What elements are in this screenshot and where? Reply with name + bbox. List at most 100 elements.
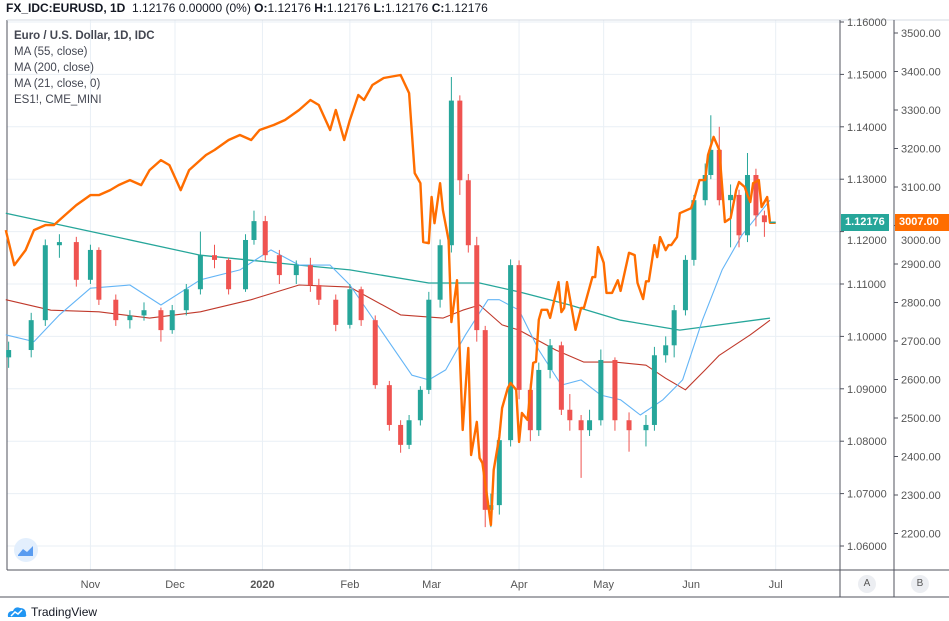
right-axis-tick-label: 2800.00 (901, 298, 941, 310)
candle-body (96, 249, 102, 300)
candle-body (87, 249, 93, 280)
candle-body (169, 310, 175, 331)
candle-body (42, 245, 48, 321)
candle-body (113, 299, 119, 321)
tradingview-wordmark: TradingView (31, 605, 98, 619)
high-value: 1.12176 (326, 1, 371, 15)
candle-body (437, 245, 443, 300)
left-axis-tick-label: 1.16000 (847, 17, 887, 29)
left-axis-tick-label: 1.14000 (847, 122, 887, 134)
candle-body (141, 310, 147, 316)
candle-body (708, 149, 714, 176)
last-price: 1.12176 (132, 1, 176, 15)
scale-a-button[interactable]: A (858, 575, 876, 593)
time-axis-label: Dec (165, 579, 185, 591)
close-label: C: (431, 1, 445, 15)
high-label: H: (314, 1, 327, 15)
candle-body (316, 285, 322, 300)
candle-body (567, 409, 573, 421)
candle-body (558, 345, 564, 410)
candle-body (448, 100, 454, 246)
time-axis-label: May (593, 579, 614, 591)
candle-body (372, 320, 378, 386)
time-axis-label: 2020 (250, 579, 274, 591)
candle-body (716, 149, 722, 201)
candle-body (276, 255, 282, 276)
candle-body (307, 265, 313, 286)
right-axis-tick-label: 3000.00 (901, 235, 941, 247)
candle-body (663, 345, 669, 356)
ma-55-line (5, 284, 771, 391)
candle-body (626, 420, 632, 431)
es-price-badge: 3007.00 (895, 214, 949, 231)
time-axis-label: Apr (510, 579, 527, 591)
legend-es-compare[interactable]: ES1!, CME_MINI (14, 94, 102, 106)
candle-body (702, 175, 708, 201)
candle-body (73, 242, 79, 280)
candle-body (547, 345, 553, 370)
legend: Euro / U.S. Dollar, 1D, IDC MA (55, clos… (14, 28, 155, 108)
time-axis-label: Nov (81, 579, 101, 591)
candle-body (578, 420, 584, 431)
symbol-name[interactable]: FX_IDC:EURUSD, 1D (6, 1, 126, 15)
chart-logo-mark (18, 546, 33, 556)
candle-body (212, 255, 217, 260)
legend-ma-21[interactable]: MA (21, close, 0) (14, 78, 101, 90)
time-axis-label: Feb (340, 579, 359, 591)
candle-body (347, 289, 353, 325)
time-axis-label: Mar (422, 579, 441, 591)
candle-body (508, 265, 514, 441)
candle-body (587, 420, 593, 431)
candle-body (183, 289, 189, 311)
eurusd-price-badge: 1.12176 (841, 214, 889, 231)
right-axis-tick-label: 2700.00 (901, 336, 941, 348)
candle-body (197, 255, 203, 290)
candle-body (753, 175, 759, 216)
candle-body (426, 299, 432, 390)
candle-body (736, 194, 742, 236)
candle-body (56, 242, 62, 246)
legend-ma-200[interactable]: MA (200, close) (14, 62, 94, 74)
candle-body (127, 315, 133, 321)
candle-body (682, 259, 688, 311)
candle-body (643, 424, 649, 431)
right-axis-tick-label: 2500.00 (901, 413, 941, 425)
candle-body (6, 350, 12, 358)
right-axis-tick-label: 2200.00 (901, 529, 941, 541)
candle-body (251, 221, 257, 240)
price-change: 0.00000 (0%) (178, 1, 251, 15)
candle-body (465, 180, 471, 246)
close-value: 1.12176 (444, 1, 488, 15)
chart-logo-icon (14, 538, 38, 562)
candle-body (516, 265, 522, 390)
right-axis-tick-label: 2400.00 (901, 452, 941, 464)
legend-main-series[interactable]: Euro / U.S. Dollar, 1D, IDC (14, 30, 155, 42)
left-axis-tick-label: 1.11000 (847, 279, 886, 291)
left-axis-tick-label: 1.12000 (847, 235, 887, 247)
left-axis-tick-label: 1.10000 (847, 331, 887, 343)
legend-ma-55[interactable]: MA (55, close) (14, 46, 88, 58)
candle-body (358, 289, 364, 321)
tradingview-logo[interactable]: TradingView (6, 605, 97, 619)
candle-body (28, 320, 34, 351)
candle-body (474, 245, 480, 331)
candle-body (536, 369, 542, 431)
candle-body (386, 385, 392, 425)
right-axis-tick-label: 2900.00 (901, 259, 941, 271)
candle-body (333, 299, 339, 325)
candle-body (527, 389, 533, 431)
candle-body (496, 440, 502, 506)
low-value: 1.12176 (384, 1, 429, 15)
candle-body (744, 175, 750, 236)
candle-body (598, 359, 604, 421)
scale-b-button[interactable]: B (911, 575, 929, 593)
left-axis-tick-label: 1.07000 (847, 489, 887, 501)
candle-body (671, 310, 677, 346)
right-axis-tick-label: 2600.00 (901, 375, 941, 387)
right-axis-tick-label: 3100.00 (901, 182, 941, 194)
candle-body (417, 389, 423, 421)
candle-body (243, 239, 249, 290)
left-axis-tick-label: 1.15000 (847, 69, 887, 81)
open-label: O: (254, 1, 268, 15)
